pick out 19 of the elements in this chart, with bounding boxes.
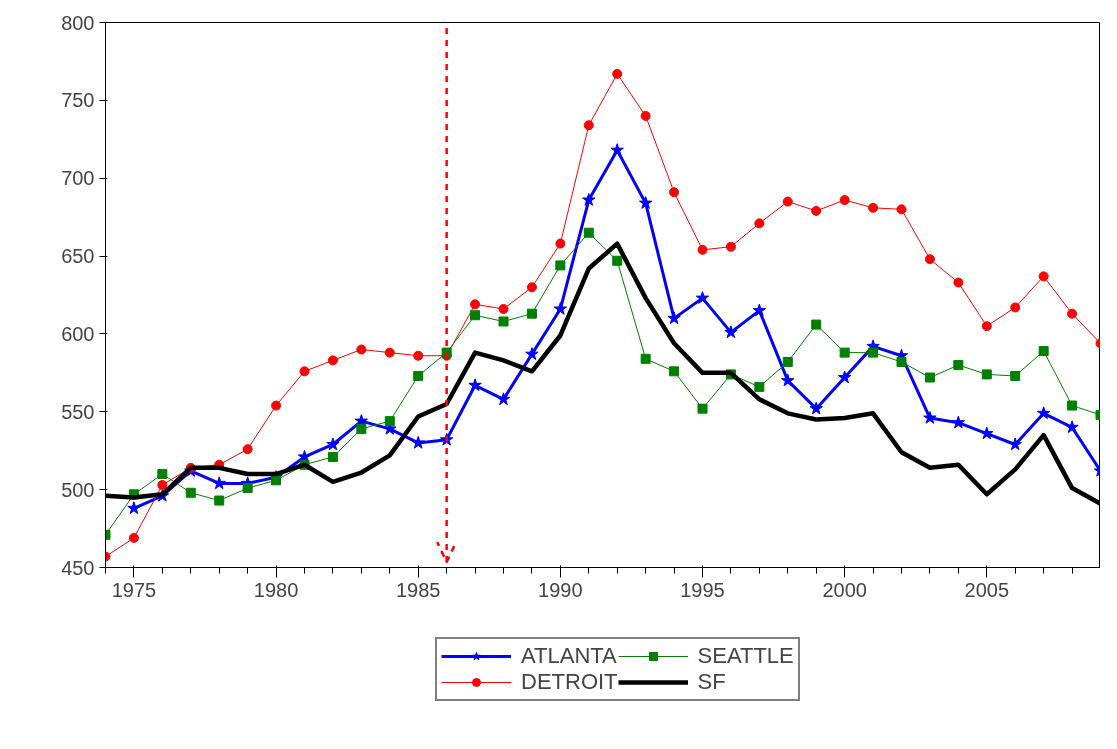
x-tick-label: 1995 [680,578,725,601]
legend-label: ATLANTA [521,643,617,669]
y-tick-label: 600 [61,322,95,345]
x-tick-label: 2000 [822,578,867,601]
y-tick-label: 800 [61,11,95,34]
x-tick-label: 2005 [964,578,1010,601]
y-tick-label: 450 [61,556,95,579]
y-tick-label: 500 [61,478,95,501]
legend-label: SF [697,669,726,695]
y-tick-label: 550 [61,400,95,423]
legend-label: DETROIT [521,669,618,695]
x-tick-label: 1975 [111,578,157,601]
y-tick-label: 700 [61,167,95,190]
legend-label: SEATTLE [697,643,794,669]
y-tick-label: 650 [61,245,95,268]
x-tick-label: 1985 [395,578,441,601]
x-tick-label: 1980 [253,578,299,601]
x-tick-label: 1990 [538,578,583,601]
y-tick-label: 750 [61,89,95,112]
